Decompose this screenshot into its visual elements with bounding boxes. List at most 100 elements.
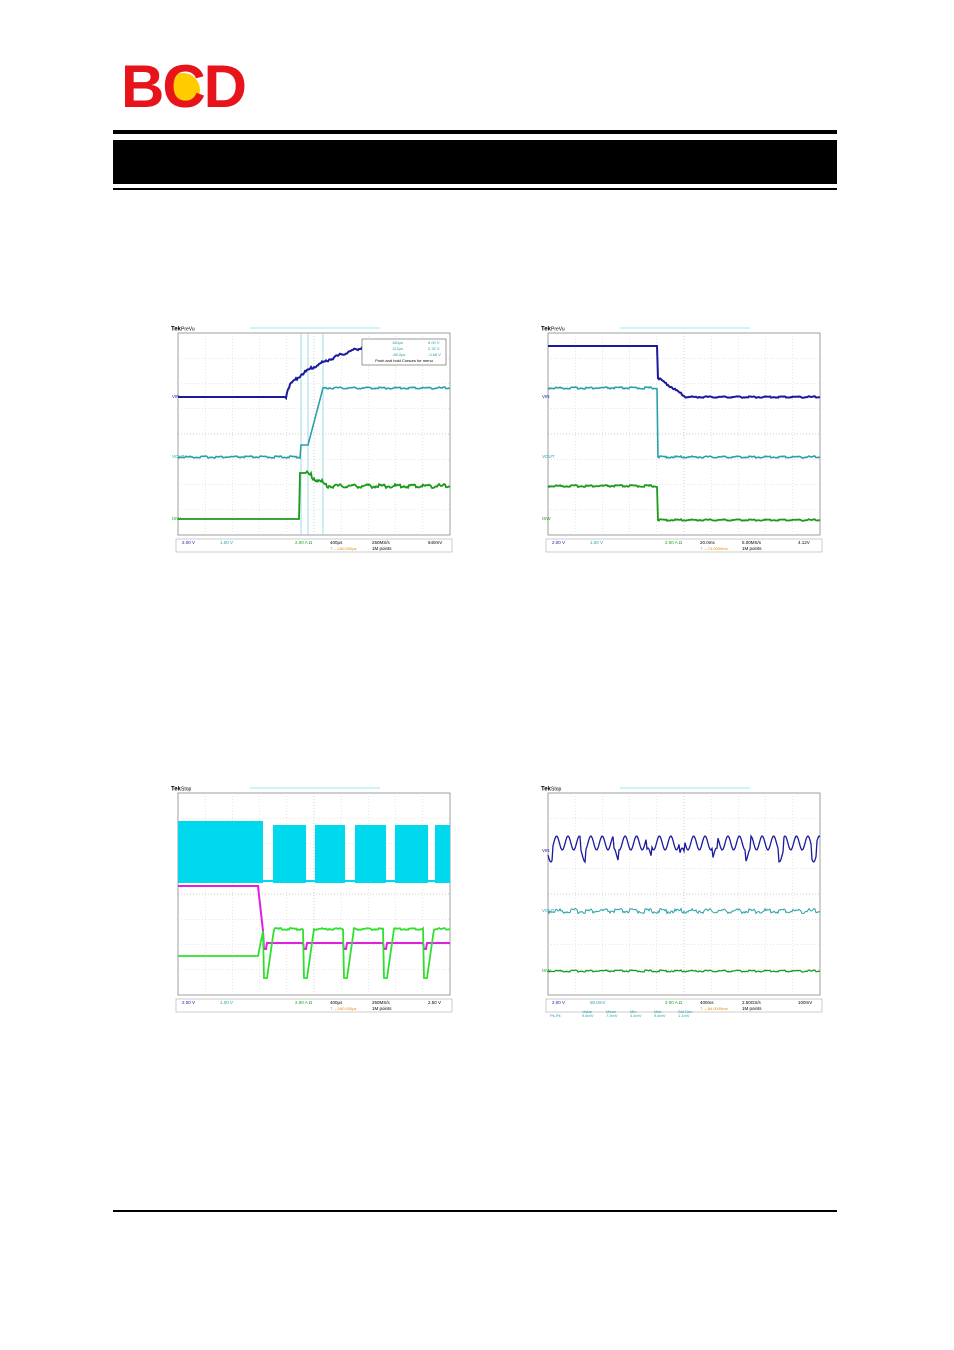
channel-label: VOUT	[542, 454, 555, 459]
waveform	[547, 907, 821, 915]
waveform-band	[178, 821, 263, 883]
readout-bar	[545, 998, 823, 1013]
readout: 20.0ms	[700, 540, 716, 545]
logo: BCD	[121, 53, 245, 120]
readout: 100mV	[798, 1000, 812, 1005]
cursor-readout: -58.0μs	[392, 352, 405, 357]
readout: 1.00 V	[590, 540, 603, 545]
measurement: 7.3mV	[606, 1013, 618, 1018]
waveform-band	[435, 825, 450, 883]
readout-bar	[545, 538, 823, 553]
logo-dot	[166, 73, 200, 107]
measurement: Min	[630, 1009, 636, 1014]
waveform	[178, 885, 450, 950]
waveform-band	[355, 825, 386, 883]
readout: 2.50GS/s	[742, 1000, 762, 1005]
readout: 2.00 V	[552, 1000, 565, 1005]
channel-label: VOUT	[542, 908, 555, 913]
readout: 50.0mV	[590, 1000, 606, 1005]
oscilloscope: Tek PreVu VIN VOUT ISW 180μs 6.00 V 122μs 2.32 V…	[170, 325, 453, 555]
cursor-readout: 2.32 V	[428, 346, 440, 351]
oscilloscope: Tek Stop VIN VOUT ISW 2.00 V 50.0mV 2.00 A Ω 400…	[540, 785, 823, 1021]
waveform	[178, 346, 368, 401]
brand: Tek	[541, 327, 552, 333]
readout: 1.00 V	[220, 1000, 233, 1005]
cursor-readout: 6.00 V	[428, 340, 440, 345]
readout: 1M points	[742, 1006, 762, 1011]
oscilloscope: Tek PreVu VIN VOUT ISW 2.00 V 1.00 V 2.00 A Ω 20…	[540, 325, 823, 555]
cursor-box	[361, 338, 447, 366]
measurement: Pk-Pk	[550, 1013, 561, 1018]
waveform	[178, 469, 451, 520]
readout: 400μs	[330, 1000, 343, 1005]
waveform-band	[273, 825, 306, 883]
waveform	[548, 345, 821, 399]
delay: T→-74.0000ms	[700, 546, 728, 551]
status: PreVu	[551, 326, 565, 332]
cursor-readout: -3.68 V	[428, 352, 441, 357]
readout: 2.00 V	[552, 540, 565, 545]
readout: 400μs	[330, 540, 343, 545]
readout: 250MS/s	[372, 540, 391, 545]
waveform	[547, 484, 821, 522]
readout: 2.00 A Ω	[295, 540, 313, 545]
channel-label: ISW	[542, 968, 551, 973]
readout: 1M points	[372, 1006, 392, 1011]
waveform	[547, 386, 821, 460]
cursor-readout: Push and hold Cursors for menu	[375, 358, 433, 363]
readout-bar	[175, 538, 453, 553]
measurement: Std Dev	[678, 1009, 692, 1014]
channel-label: VIN	[542, 394, 550, 399]
delay: T→-160.000μs	[330, 1006, 357, 1011]
cursor-readout: 122μs	[392, 346, 403, 351]
readout: 1M points	[742, 546, 762, 551]
readout: 2.00 A Ω	[295, 1000, 313, 1005]
readout: 2.00 A Ω	[665, 540, 683, 545]
waveform	[547, 969, 821, 973]
waveform-band	[315, 825, 345, 883]
delay: T→-160.000μs	[330, 546, 357, 551]
waveform	[178, 926, 451, 979]
measurement: Value	[582, 1009, 593, 1014]
waveform	[547, 834, 821, 864]
channel-label: VIN	[542, 848, 550, 853]
readout: 400ms	[700, 1000, 714, 1005]
measurement: Max	[654, 1009, 662, 1014]
readout: 2.00 A Ω	[665, 1000, 683, 1005]
waveform	[177, 386, 451, 460]
brand: Tek	[171, 327, 182, 333]
measurement: 4.4mV	[630, 1013, 642, 1018]
brand: Tek	[541, 787, 552, 793]
channel-label: ISW	[542, 516, 551, 521]
rule	[113, 130, 837, 134]
cursor-readout: 180μs	[392, 340, 403, 345]
readout: 250MS/s	[372, 1000, 391, 1005]
oscilloscope: Tek Stop 2.00 V 1.00 V 2.00 A Ω 400μs 250MS/s1…	[170, 785, 453, 1015]
readout: 2.00 V	[182, 540, 195, 545]
status: PreVu	[181, 326, 195, 332]
measurement: Mean	[606, 1009, 616, 1014]
readout: 2.50 V	[428, 1000, 441, 1005]
readout-bar	[175, 998, 453, 1013]
measurement: 9.6mV	[582, 1013, 594, 1018]
readout: 2.00 V	[182, 1000, 195, 1005]
status: Stop	[551, 786, 562, 792]
channel-label: VOUT	[172, 454, 185, 459]
header-bar	[113, 140, 837, 184]
delay: T→-84.0000ms	[700, 1006, 728, 1011]
readout: 640mV	[428, 540, 442, 545]
rule	[113, 188, 837, 190]
readout: 1M points	[372, 546, 392, 551]
readout: 4.12V	[798, 540, 810, 545]
readout: 1.00 V	[220, 540, 233, 545]
channel-label: VIN	[172, 394, 180, 399]
measurement: 9.6mV	[654, 1013, 666, 1018]
footer-rule	[113, 1210, 837, 1212]
measurement: 1.1mV	[678, 1013, 690, 1018]
readout: 5.00MS/s	[742, 540, 762, 545]
brand: Tek	[171, 787, 182, 793]
channel-label: ISW	[172, 516, 181, 521]
waveform-band	[395, 825, 428, 883]
